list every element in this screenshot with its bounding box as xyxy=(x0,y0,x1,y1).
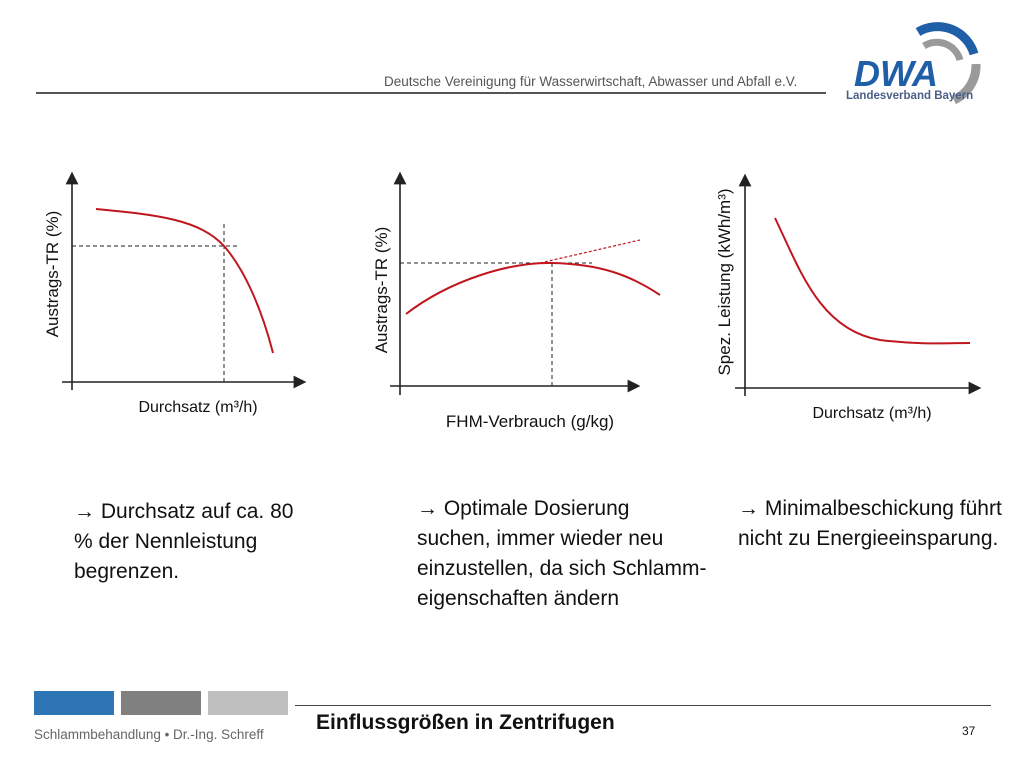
curve-3 xyxy=(774,217,971,345)
page-number: 37 xyxy=(962,724,976,738)
curve-1 xyxy=(95,208,274,354)
note-throughput: → Durchsatz auf ca. 80 % der Nennleistun… xyxy=(74,497,304,587)
organization-name: Deutsche Vereinigung für Wasserwirtschaf… xyxy=(384,74,798,89)
y-label-3: Spez. Leistung (kWh/m³) xyxy=(715,188,734,375)
note-dosing: → Optimale Dosierung suchen, immer wiede… xyxy=(417,494,707,614)
arrow-icon: → xyxy=(74,500,95,523)
footer-course-author: Schlammbehandlung • Dr.-Ing. Schreff xyxy=(34,727,264,742)
slide-title: Einflussgrößen in Zentrifugen xyxy=(316,711,615,734)
logo-subtitle: Landesverband Bayern xyxy=(846,90,974,102)
y-label-2: Austrags-TR (%) xyxy=(372,227,391,354)
note-min-load: → Minimalbeschickung führt nicht zu Ener… xyxy=(738,494,1018,554)
footer-divider xyxy=(295,705,991,706)
header-divider xyxy=(36,92,826,94)
curve-2 xyxy=(405,261,661,315)
footer-block-gray xyxy=(121,691,201,715)
note-text-2: Optimale Dosierung suchen, immer wieder … xyxy=(417,497,707,610)
logo-text: DWA xyxy=(854,53,938,94)
arrow-icon: → xyxy=(738,497,759,520)
note-text-1: Durchsatz auf ca. 80 % der Nennleistung … xyxy=(74,500,294,583)
note-text-3: Minimalbeschickung führt nicht zu Energi… xyxy=(738,497,1002,550)
footer-block-blue xyxy=(34,691,114,715)
x-label-2: FHM-Verbrauch (g/kg) xyxy=(446,412,614,431)
y-label-1: Austrags-TR (%) xyxy=(43,211,62,338)
footer-block-light-gray xyxy=(208,691,288,715)
arrow-icon: → xyxy=(417,497,438,520)
x-label-1: Durchsatz (m³/h) xyxy=(138,399,257,416)
x-label-3: Durchsatz (m³/h) xyxy=(812,405,931,422)
tangent-line-2 xyxy=(539,239,641,264)
chart-flocculant-dry-matter: Austrags-TR (%) FHM-Verbrauch (g/kg) xyxy=(372,171,661,431)
chart-throughput-specific-energy: Spez. Leistung (kWh/m³) Durchsatz (m³/h) xyxy=(715,173,982,422)
dwa-logo: DWA xyxy=(854,22,981,105)
chart-throughput-dry-matter: Austrags-TR (%) Durchsatz (m³/h) xyxy=(43,171,307,416)
